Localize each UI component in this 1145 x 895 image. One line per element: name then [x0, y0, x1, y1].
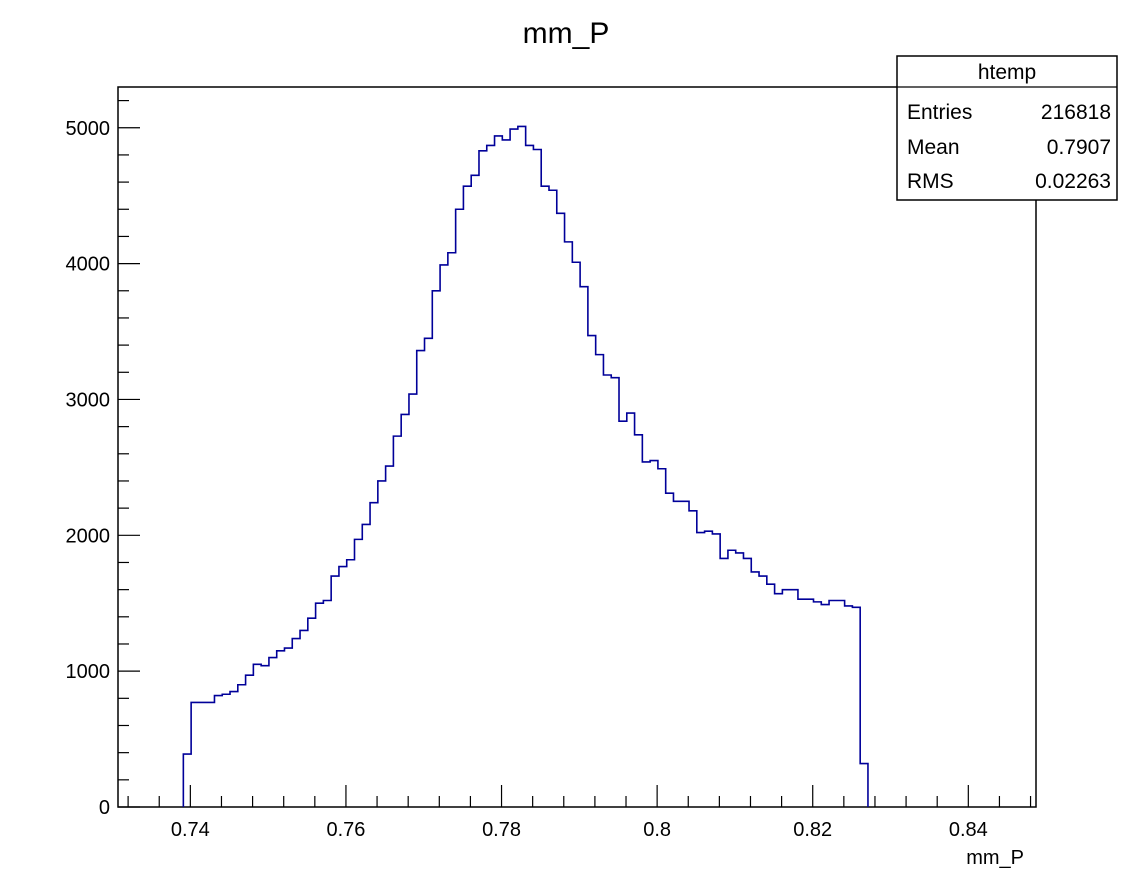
stats-box-name: htemp [978, 61, 1036, 84]
y-tick-label: 3000 [66, 389, 111, 411]
chart-title: mm_P [523, 17, 610, 50]
stats-box-frame [896, 55, 1118, 201]
plot-frame [117, 86, 1037, 808]
y-axis: 0 1000 2000 3000 4000 5000 [66, 99, 140, 819]
stats-entries-value: 216818 [1041, 101, 1111, 124]
stats-rms-value: 0.02263 [1035, 170, 1111, 193]
stats-rms-label: RMS [907, 170, 954, 193]
x-tick-label: 0.84 [949, 819, 988, 841]
y-tick-label: 0 [99, 797, 110, 819]
x-tick-label: 0.78 [482, 819, 521, 841]
stats-mean-value: 0.7907 [1047, 136, 1111, 159]
stats-entries-label: Entries [907, 101, 972, 124]
x-axis-label: mm_P [966, 847, 1024, 869]
x-axis: 0.74 0.76 0.78 0.8 0.82 0.84 [127, 785, 1032, 841]
histogram-line [182, 125, 869, 807]
plot-area [117, 86, 1037, 808]
y-tick-label: 1000 [66, 661, 111, 683]
x-tick-label: 0.8 [643, 819, 671, 841]
x-tick-label: 0.74 [171, 819, 210, 841]
x-tick-label: 0.76 [326, 819, 365, 841]
stats-box: htemp Entries 216818 Mean 0.7907 RMS 0.0… [896, 55, 1118, 201]
y-tick-label: 4000 [66, 254, 111, 276]
y-tick-label: 2000 [66, 525, 111, 547]
y-tick-label: 5000 [66, 118, 111, 140]
x-tick-label: 0.82 [793, 819, 832, 841]
stats-mean-label: Mean [907, 136, 960, 159]
